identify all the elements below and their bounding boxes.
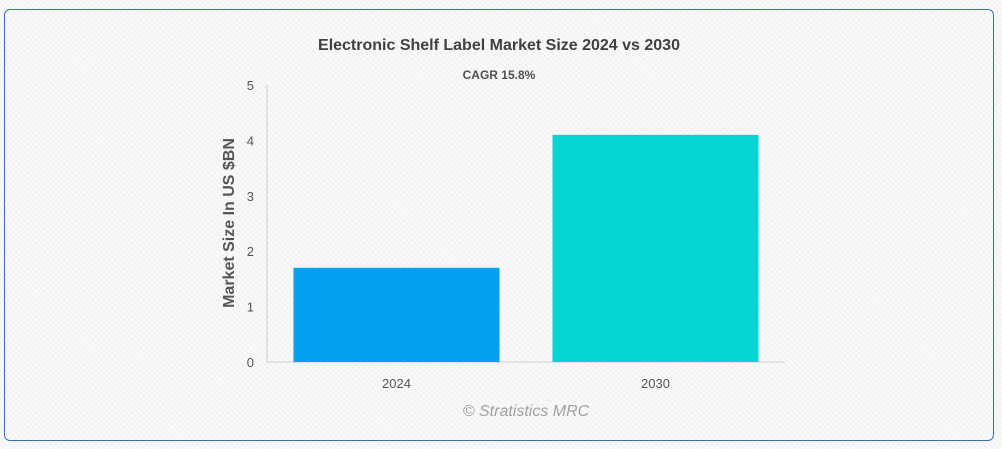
watermark: © Stratistics MRC bbox=[463, 403, 590, 420]
chart-subtitle: CAGR 15.8% bbox=[463, 68, 536, 82]
x-tick-label: 2030 bbox=[641, 376, 670, 391]
y-axis: 0 1 2 3 4 5 bbox=[247, 78, 254, 370]
bar-2030 bbox=[552, 134, 759, 362]
chart-frame bbox=[4, 9, 994, 441]
chart-title: Electronic Shelf Label Market Size 2024 … bbox=[318, 37, 680, 54]
y-tick-label: 5 bbox=[247, 78, 254, 93]
x-axis: 2024 2030 bbox=[382, 376, 670, 391]
y-axis-title: Market Size In US $BN bbox=[221, 138, 238, 308]
y-tick-label: 3 bbox=[247, 189, 254, 204]
bar-2024 bbox=[293, 267, 500, 362]
y-tick-label: 1 bbox=[247, 300, 254, 315]
bars-group bbox=[293, 134, 759, 362]
y-tick-label: 0 bbox=[247, 355, 254, 370]
y-tick-label: 2 bbox=[247, 244, 254, 259]
x-tick-label: 2024 bbox=[382, 376, 411, 391]
y-tick-label: 4 bbox=[247, 133, 254, 148]
